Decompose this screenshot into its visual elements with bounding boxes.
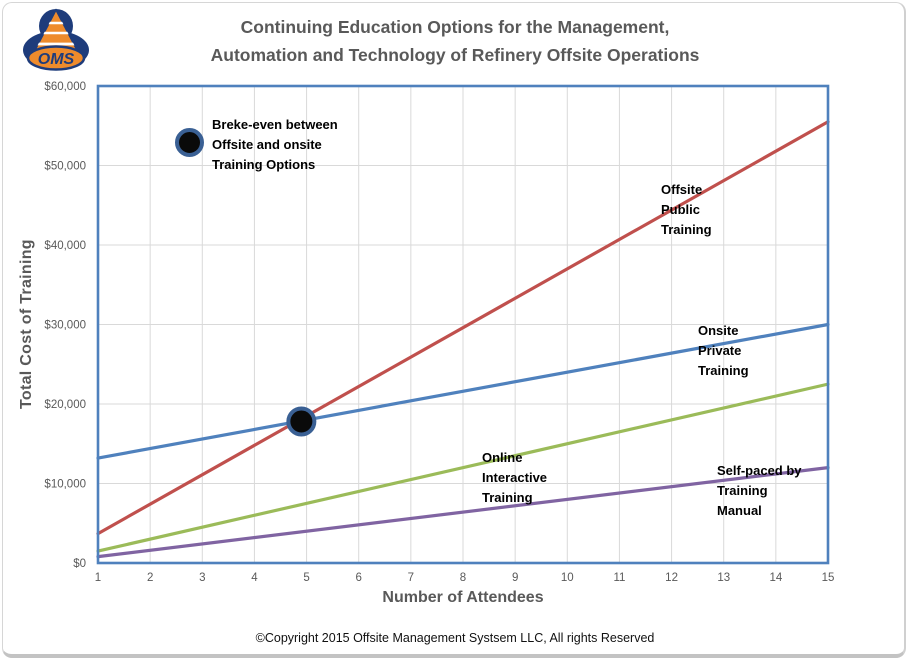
copyright-text: ©Copyright 2015 Offsite Management Systs… [255,631,655,645]
x-tick-label: 2 [147,572,153,584]
x-tick-label: 3 [199,572,205,584]
x-tick-label: 11 [613,572,625,584]
series-line-self-paced-by-training-manual [96,466,830,559]
x-tick-label: 15 [822,572,835,584]
x-tick-label: 7 [408,572,414,584]
series-line-onsite-private-training [96,322,830,460]
plot-border [96,84,830,565]
series-label-onsite-private-training: Onsite Private Training [698,323,749,378]
series-label-self-paced-training-manual: Self-paced by Training Manual [717,463,802,518]
y-tick-label: $60,000 [44,81,86,93]
x-axis-title: Number of Attendees [382,589,544,606]
series-label-offsite-public-training: Offsite Public Training [661,182,712,237]
y-tick-label: $10,000 [44,479,86,491]
chart-title: Continuing Education Options for the Man… [210,17,700,65]
y-tick-label: $50,000 [44,161,86,173]
x-tick-label: 6 [356,572,362,584]
x-tick-label: 13 [717,572,730,584]
y-tick-label: $0 [73,558,86,570]
logo-orange-banner [26,45,86,71]
breakeven-legend-dot [175,128,204,157]
series-line-offsite-public-training [96,120,830,536]
y-tick-label: $20,000 [44,399,86,411]
x-tick-label: 5 [303,572,309,584]
y-tick-label: $30,000 [44,320,86,332]
series-label-online-interactive-training: Online Interactive Training [482,450,548,505]
x-tick-label: 1 [95,572,101,584]
y-tick-label: $40,000 [44,240,86,252]
x-tick-label: 10 [561,572,574,584]
x-tick-label: 14 [769,572,782,584]
logo-text: OMS [38,51,75,68]
breakeven-marker [286,406,317,437]
x-tick-label: 9 [512,572,518,584]
x-tick-label: 8 [460,572,466,584]
x-tick-label: 4 [251,572,258,584]
breakeven-annotation: Breke-even between Offsite and onsite Tr… [212,117,338,172]
y-axis-title: Total Cost of Training [18,239,35,410]
series-line-online-interactive-training [96,382,830,553]
x-tick-label: 12 [665,572,678,584]
oms-logo: OMS [23,8,89,71]
